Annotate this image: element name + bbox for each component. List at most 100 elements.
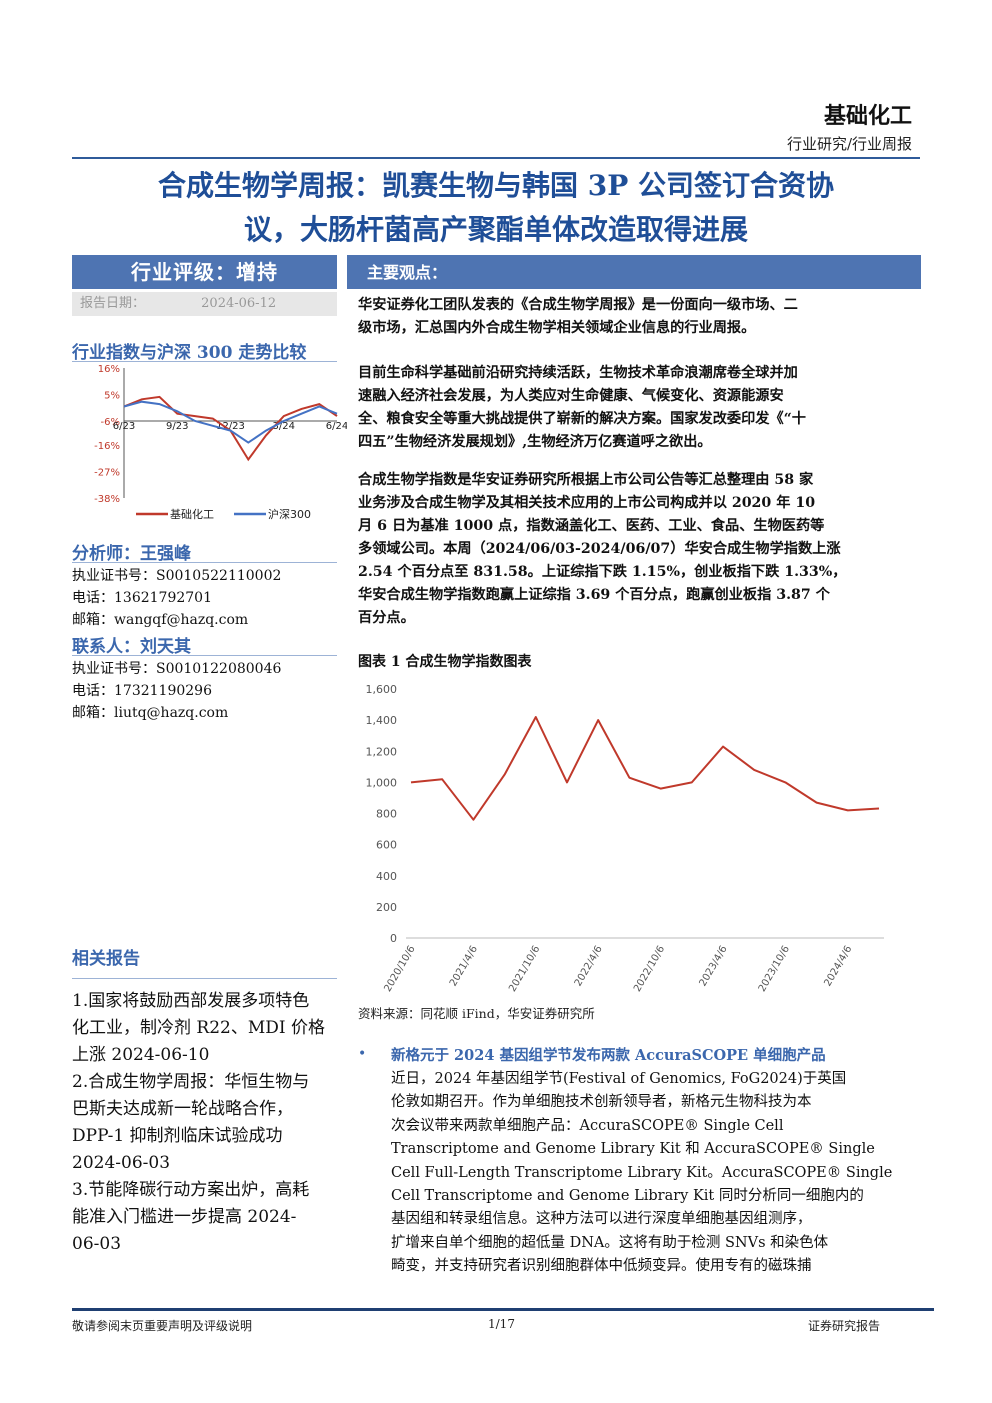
news-body: 近日，2024 年基因组学节(Festival of Genomics, FoG…	[391, 1068, 916, 1279]
page-number: 1/17	[488, 1317, 515, 1331]
contact-cert: 执业证书号：S0010122080046	[72, 661, 282, 677]
text-line: Transcriptome and Genome Library Kit 和 A…	[391, 1141, 875, 1158]
synbio-index-chart: 0 200 400 600 800 1,000 1,200 1,400 1,600 2020/10…	[366, 683, 884, 994]
series-line	[123, 400, 338, 444]
footer-report-type: 证券研究报告	[808, 1319, 881, 1333]
contact-rule	[72, 655, 337, 656]
related-line[interactable]: 化工业，制冷剂 R22、MDI 价格	[72, 1018, 325, 1038]
y-tick-label: 1,000	[366, 776, 398, 789]
text-line: 畸变，并支持研究者识别细胞群体中低频变异。使用专有的磁珠捕	[391, 1258, 812, 1275]
x-tick-label: 12/23	[216, 421, 245, 432]
x-tick-label: 2021/4/6	[448, 944, 480, 988]
related-line[interactable]: 上涨 2024-06-10	[72, 1045, 210, 1065]
analyst-info: 执业证书号：S0010522110002 电话：13621792701 邮箱：w…	[72, 565, 281, 631]
contact-title: 联系人：刘天其	[72, 637, 191, 657]
y-tick-label: -6%	[101, 417, 120, 428]
related-line[interactable]: 3.节能降碳行动方案出炉，高耗	[72, 1180, 310, 1200]
analyst-phone: 电话：13621792701	[72, 590, 212, 606]
figure-title: 图表 1 合成生物学指数图表	[358, 654, 532, 670]
y-tick-label: -16%	[94, 441, 120, 452]
related-line[interactable]: DPP-1 抑制剂临床试验成功	[72, 1126, 283, 1146]
figure-source: 资料来源：同花顺 iFind，华安证券研究所	[358, 1006, 595, 1021]
analyst-cert: 执业证书号：S0010522110002	[72, 568, 282, 584]
contact-phone: 电话：17321190296	[72, 683, 212, 699]
x-tick-label: 2023/4/6	[698, 944, 730, 988]
x-tick-label: 3/24	[273, 421, 295, 432]
date-value: 2024-06-12	[201, 296, 277, 311]
related-line[interactable]: 1.国家将鼓励西部发展多项特色	[72, 991, 310, 1011]
report-type: 行业研究/行业周报	[786, 135, 912, 153]
related-line[interactable]: 06-03	[72, 1234, 122, 1254]
x-tick-label: 2020/10/6	[382, 944, 417, 994]
x-tick-label: 6/23	[113, 421, 135, 432]
x-tick-label: 2021/10/6	[507, 944, 542, 994]
text-line: 目前生命科学基础前沿研究持续活跃，生物技术革命浪潮席卷全球并加	[358, 365, 798, 381]
text-line: 基因组和转录组信息。这种方法可以进行深度单细胞基因组测序，	[391, 1211, 812, 1228]
x-tick-label: 2023/10/6	[757, 944, 792, 994]
y-tick-label: 1,200	[366, 745, 398, 758]
industry-rating: 行业评级：增持	[72, 255, 337, 289]
analyst-title: 分析师：王强峰	[72, 544, 191, 564]
text-line: 全、粮食安全等重大挑战提供了崭新的解决方案。国家发改委印发《“十	[358, 411, 806, 427]
analyst-rule	[72, 562, 337, 563]
y-tick-label: 1,400	[366, 714, 398, 727]
related-line[interactable]: 巴斯夫达成新一轮战略合作，	[72, 1099, 293, 1119]
text-line: 近日，2024 年基因组学节(Festival of Genomics, FoG…	[391, 1071, 847, 1087]
analyst-email[interactable]: 邮箱：wangqf@hazq.com	[72, 612, 249, 628]
title-line-1: 合成生物学周报：凯赛生物与韩国 3P 公司签订合资协	[157, 169, 835, 202]
related-line[interactable]: 能准入门槛进一步提高 2024-	[72, 1207, 297, 1227]
x-tick-label: 2024/4/6	[822, 944, 854, 988]
report-date: 报告日期： 2024-06-12	[72, 292, 337, 316]
key-points-heading: 主要观点：	[347, 255, 921, 289]
report-title: 合成生物学周报：凯赛生物与韩国 3P 公司签订合资协 议，大肠杆菌高产聚酯单体改…	[72, 164, 920, 252]
legend-label: 基础化工	[170, 507, 214, 521]
y-tick-label: 5%	[104, 390, 120, 401]
text-line: 华安证券化工团队发表的《合成生物学周报》是一份面向一级市场、二	[358, 297, 798, 313]
news-headline: 新格元于 2024 基因组学节发布两款 AccuraSCOPE 单细胞产品	[391, 1047, 826, 1064]
contact-info: 执业证书号：S0010122080046 电话：17321190296 邮箱：l…	[72, 658, 281, 724]
compare-line-chart: 16% 5% -6% -16% -27% -38% 6/23 9/23 12/23 3/24 6/2…	[94, 364, 347, 521]
text-line: Cell Transcriptome and Genome Library Ki…	[391, 1188, 864, 1205]
x-tick-label: 2022/4/6	[573, 944, 605, 988]
compare-chart-title: 行业指数与沪深 300 走势比较	[72, 343, 307, 363]
related-reports-title: 相关报告	[72, 949, 140, 969]
text-line: 扩增来自单个细胞的超低量 DNA。这将有助于检测 SNVs 和染色体	[391, 1234, 829, 1251]
text-line: 合成生物学指数是华安证券研究所根据上市公司公告等汇总整理由 58 家	[358, 472, 814, 488]
paragraph-background: 目前生命科学基础前沿研究持续活跃，生物技术革命浪潮席卷全球并加 速融入经济社会发…	[358, 362, 918, 454]
paragraph-intro: 华安证券化工团队发表的《合成生物学周报》是一份面向一级市场、二 级市场，汇总国内…	[358, 294, 918, 340]
contact-email[interactable]: 邮箱：liutq@hazq.com	[72, 705, 229, 721]
related-line[interactable]: 2.合成生物学周报：华恒生物与	[72, 1072, 310, 1092]
text-line: Cell Full-Length Transcriptome Library K…	[391, 1164, 893, 1181]
compare-rule	[72, 361, 337, 362]
text-line: 2.54 个百分点至 831.58。上证综指下跌 1.15%，创业板指下跌 1.…	[358, 564, 847, 580]
x-tick-label: 9/23	[166, 421, 188, 432]
paragraph-index: 合成生物学指数是华安证券研究所根据上市公司公告等汇总整理由 58 家 业务涉及合…	[358, 469, 918, 630]
text-line: 百分点。	[358, 610, 415, 626]
text-line: 级市场，汇总国内外合成生物学相关领域企业信息的行业周报。	[358, 320, 756, 336]
y-tick-label: -38%	[94, 494, 120, 505]
legend-label: 沪深300	[268, 507, 311, 521]
y-tick-label: 400	[376, 870, 397, 883]
y-tick-label: 0	[390, 932, 397, 945]
y-tick-label: 1,600	[366, 683, 398, 696]
text-line: 四五”生物经济发展规划》,生物经济万亿赛道呼之欲出。	[358, 434, 712, 450]
title-line-2: 议，大肠杆菌高产聚酯单体改造取得进展	[243, 213, 748, 246]
text-line: 多领域公司。本周（2024/06/03-2024/06/07）华安合成生物学指数…	[358, 541, 841, 557]
text-line: 次会议带来两款单细胞产品：AccuraSCOPE® Single Cell	[391, 1117, 784, 1134]
x-tick-label: 2022/10/6	[632, 944, 667, 994]
y-tick-label: 16%	[98, 364, 120, 375]
y-tick-label: 600	[376, 839, 397, 852]
text-line: 华安合成生物学指数跑赢上证综指 3.69 个百分点，跑赢创业板指 3.87 个	[358, 587, 830, 603]
sector-name: 基础化工	[823, 103, 912, 129]
date-label: 报告日期：	[80, 296, 146, 311]
header-rule	[72, 157, 920, 159]
x-tick-label: 6/24	[326, 421, 347, 432]
related-rule	[72, 978, 337, 979]
y-tick-label: -27%	[94, 468, 120, 479]
text-line: 速融入经济社会发展，为人类应对生命健康、气候变化、资源能源安	[358, 388, 784, 404]
text-line: 伦敦如期召开。作为单细胞技术创新领导者，新格元生物科技为本	[391, 1094, 812, 1111]
y-tick-label: 200	[376, 901, 397, 914]
related-line[interactable]: 2024-06-03	[72, 1153, 171, 1173]
footer-rule	[72, 1308, 934, 1311]
text-line: 业务涉及合成生物学及其相关技术应用的上市公司构成并以 2020 年 10	[358, 495, 816, 511]
